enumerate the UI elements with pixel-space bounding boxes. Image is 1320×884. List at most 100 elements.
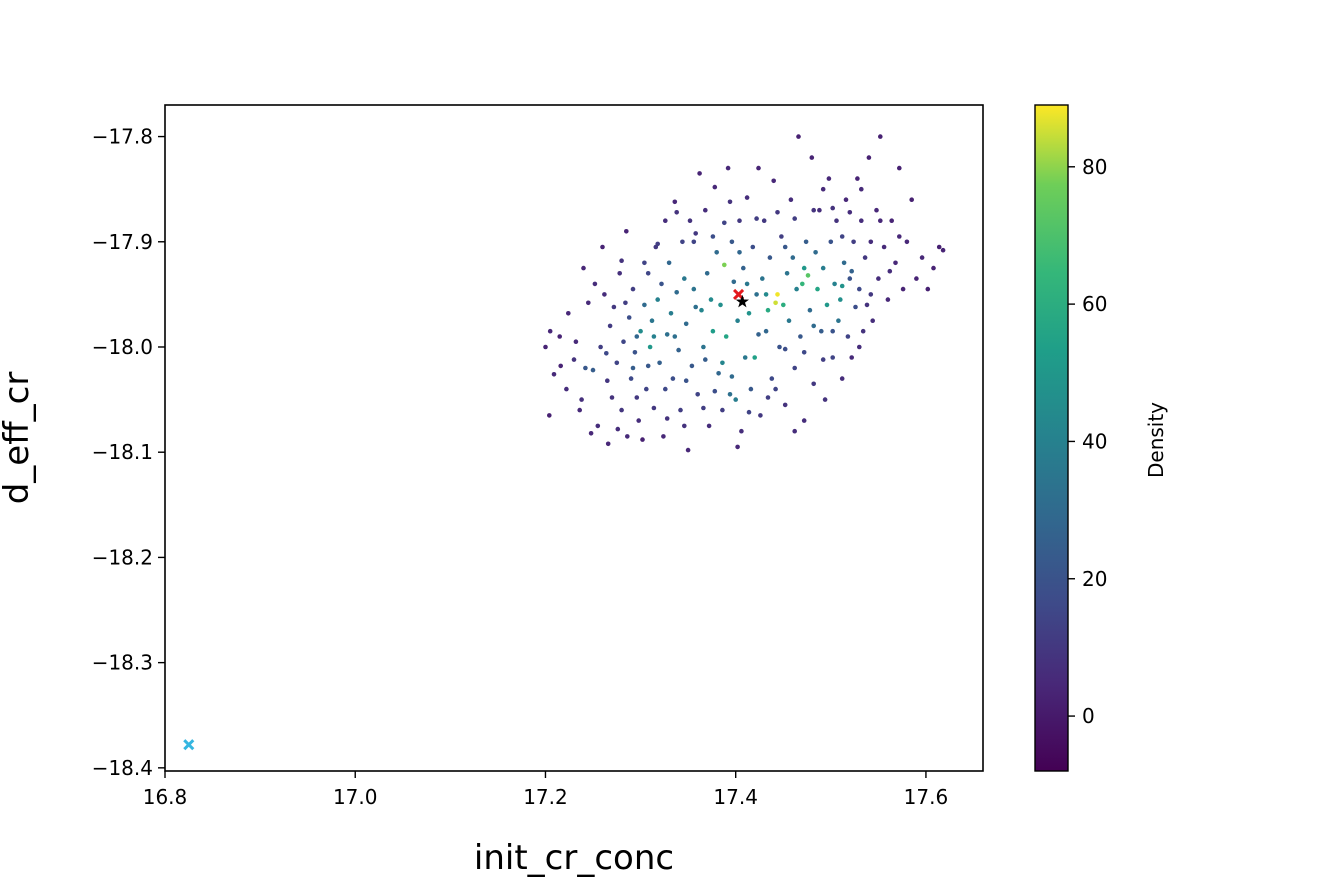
data-point — [744, 281, 750, 287]
data-point — [746, 311, 752, 316]
data-point — [866, 155, 872, 160]
data-point — [626, 315, 632, 320]
data-point — [718, 302, 723, 308]
data-point — [659, 281, 664, 287]
data-point — [632, 350, 638, 355]
data-point — [897, 234, 902, 239]
data-point — [857, 344, 862, 350]
data-point — [756, 165, 761, 171]
star-marker-point — [735, 294, 749, 308]
data-point — [697, 171, 702, 176]
y-tick-label: −18.1 — [92, 440, 153, 464]
data-point — [638, 328, 643, 334]
data-point — [864, 302, 870, 308]
data-point — [782, 346, 788, 352]
data-point — [830, 328, 835, 334]
data-point — [547, 413, 552, 418]
data-point — [602, 292, 607, 297]
data-point — [859, 218, 864, 223]
data-point — [813, 250, 818, 255]
data-point — [889, 218, 894, 223]
data-point — [573, 339, 579, 345]
data-point — [725, 165, 731, 171]
data-point — [748, 386, 754, 392]
data-point — [809, 155, 815, 160]
data-point — [819, 328, 824, 334]
x-tick-label: 17.0 — [333, 785, 378, 809]
data-point — [841, 260, 847, 266]
data-point — [651, 405, 657, 411]
data-point — [664, 332, 670, 337]
data-point — [581, 265, 586, 271]
data-point — [781, 302, 786, 308]
data-point — [621, 339, 626, 345]
data-point — [839, 283, 845, 289]
data-point — [887, 268, 893, 274]
data-point — [558, 363, 563, 369]
data-point — [695, 392, 700, 397]
data-point — [735, 318, 740, 324]
data-point — [595, 423, 601, 429]
data-point — [682, 276, 687, 281]
y-axis-title: d_eff_cr — [0, 372, 37, 505]
data-point — [931, 265, 936, 271]
data-point — [824, 302, 830, 308]
data-point — [701, 405, 706, 411]
data-point — [830, 205, 835, 211]
data-point — [722, 262, 727, 268]
data-point — [828, 239, 834, 245]
x-tick-label: 16.8 — [143, 785, 188, 809]
data-point — [672, 334, 678, 339]
data-point — [853, 304, 858, 310]
data-point — [722, 220, 727, 226]
data-point — [811, 381, 816, 387]
data-point — [820, 186, 826, 192]
data-point — [645, 363, 651, 369]
data-point — [645, 271, 651, 276]
data-point — [636, 418, 641, 423]
data-point — [676, 347, 681, 353]
data-point — [803, 239, 809, 245]
data-point — [615, 426, 621, 432]
data-point — [919, 255, 925, 260]
data-point — [663, 218, 668, 223]
data-point — [851, 239, 856, 245]
data-point — [609, 395, 615, 400]
data-point — [628, 376, 634, 381]
data-point — [874, 207, 879, 213]
data-point — [801, 350, 807, 355]
data-point — [763, 328, 769, 334]
data-point — [839, 376, 845, 381]
data-point — [792, 216, 797, 221]
data-point — [843, 197, 849, 202]
y-axis: −17.8 −17.9 −18.0 −18.1 −18.2 −18.3 −18.4 — [92, 125, 165, 780]
data-point — [592, 281, 598, 287]
data-point — [735, 444, 740, 450]
data-point — [847, 276, 853, 281]
plot-points — [183, 134, 946, 751]
colorbar — [1034, 104, 1069, 772]
data-point — [640, 437, 645, 442]
x-marker-stroke — [732, 288, 745, 300]
data-point — [885, 297, 891, 302]
data-point — [811, 207, 816, 213]
data-point — [817, 207, 822, 213]
data-point — [741, 265, 746, 271]
data-point — [834, 218, 839, 223]
data-point — [651, 334, 657, 339]
data-point — [619, 407, 624, 413]
data-point — [754, 216, 759, 221]
data-point — [893, 260, 898, 266]
data-point — [634, 334, 640, 339]
data-point — [661, 434, 666, 439]
data-point — [630, 365, 636, 371]
data-point — [566, 311, 571, 316]
data-point — [625, 434, 630, 439]
data-point — [868, 292, 874, 297]
data-point — [777, 344, 782, 350]
x-tick-label: 17.4 — [713, 785, 758, 809]
data-point — [723, 334, 729, 339]
data-point — [847, 210, 853, 215]
data-point — [682, 423, 687, 429]
